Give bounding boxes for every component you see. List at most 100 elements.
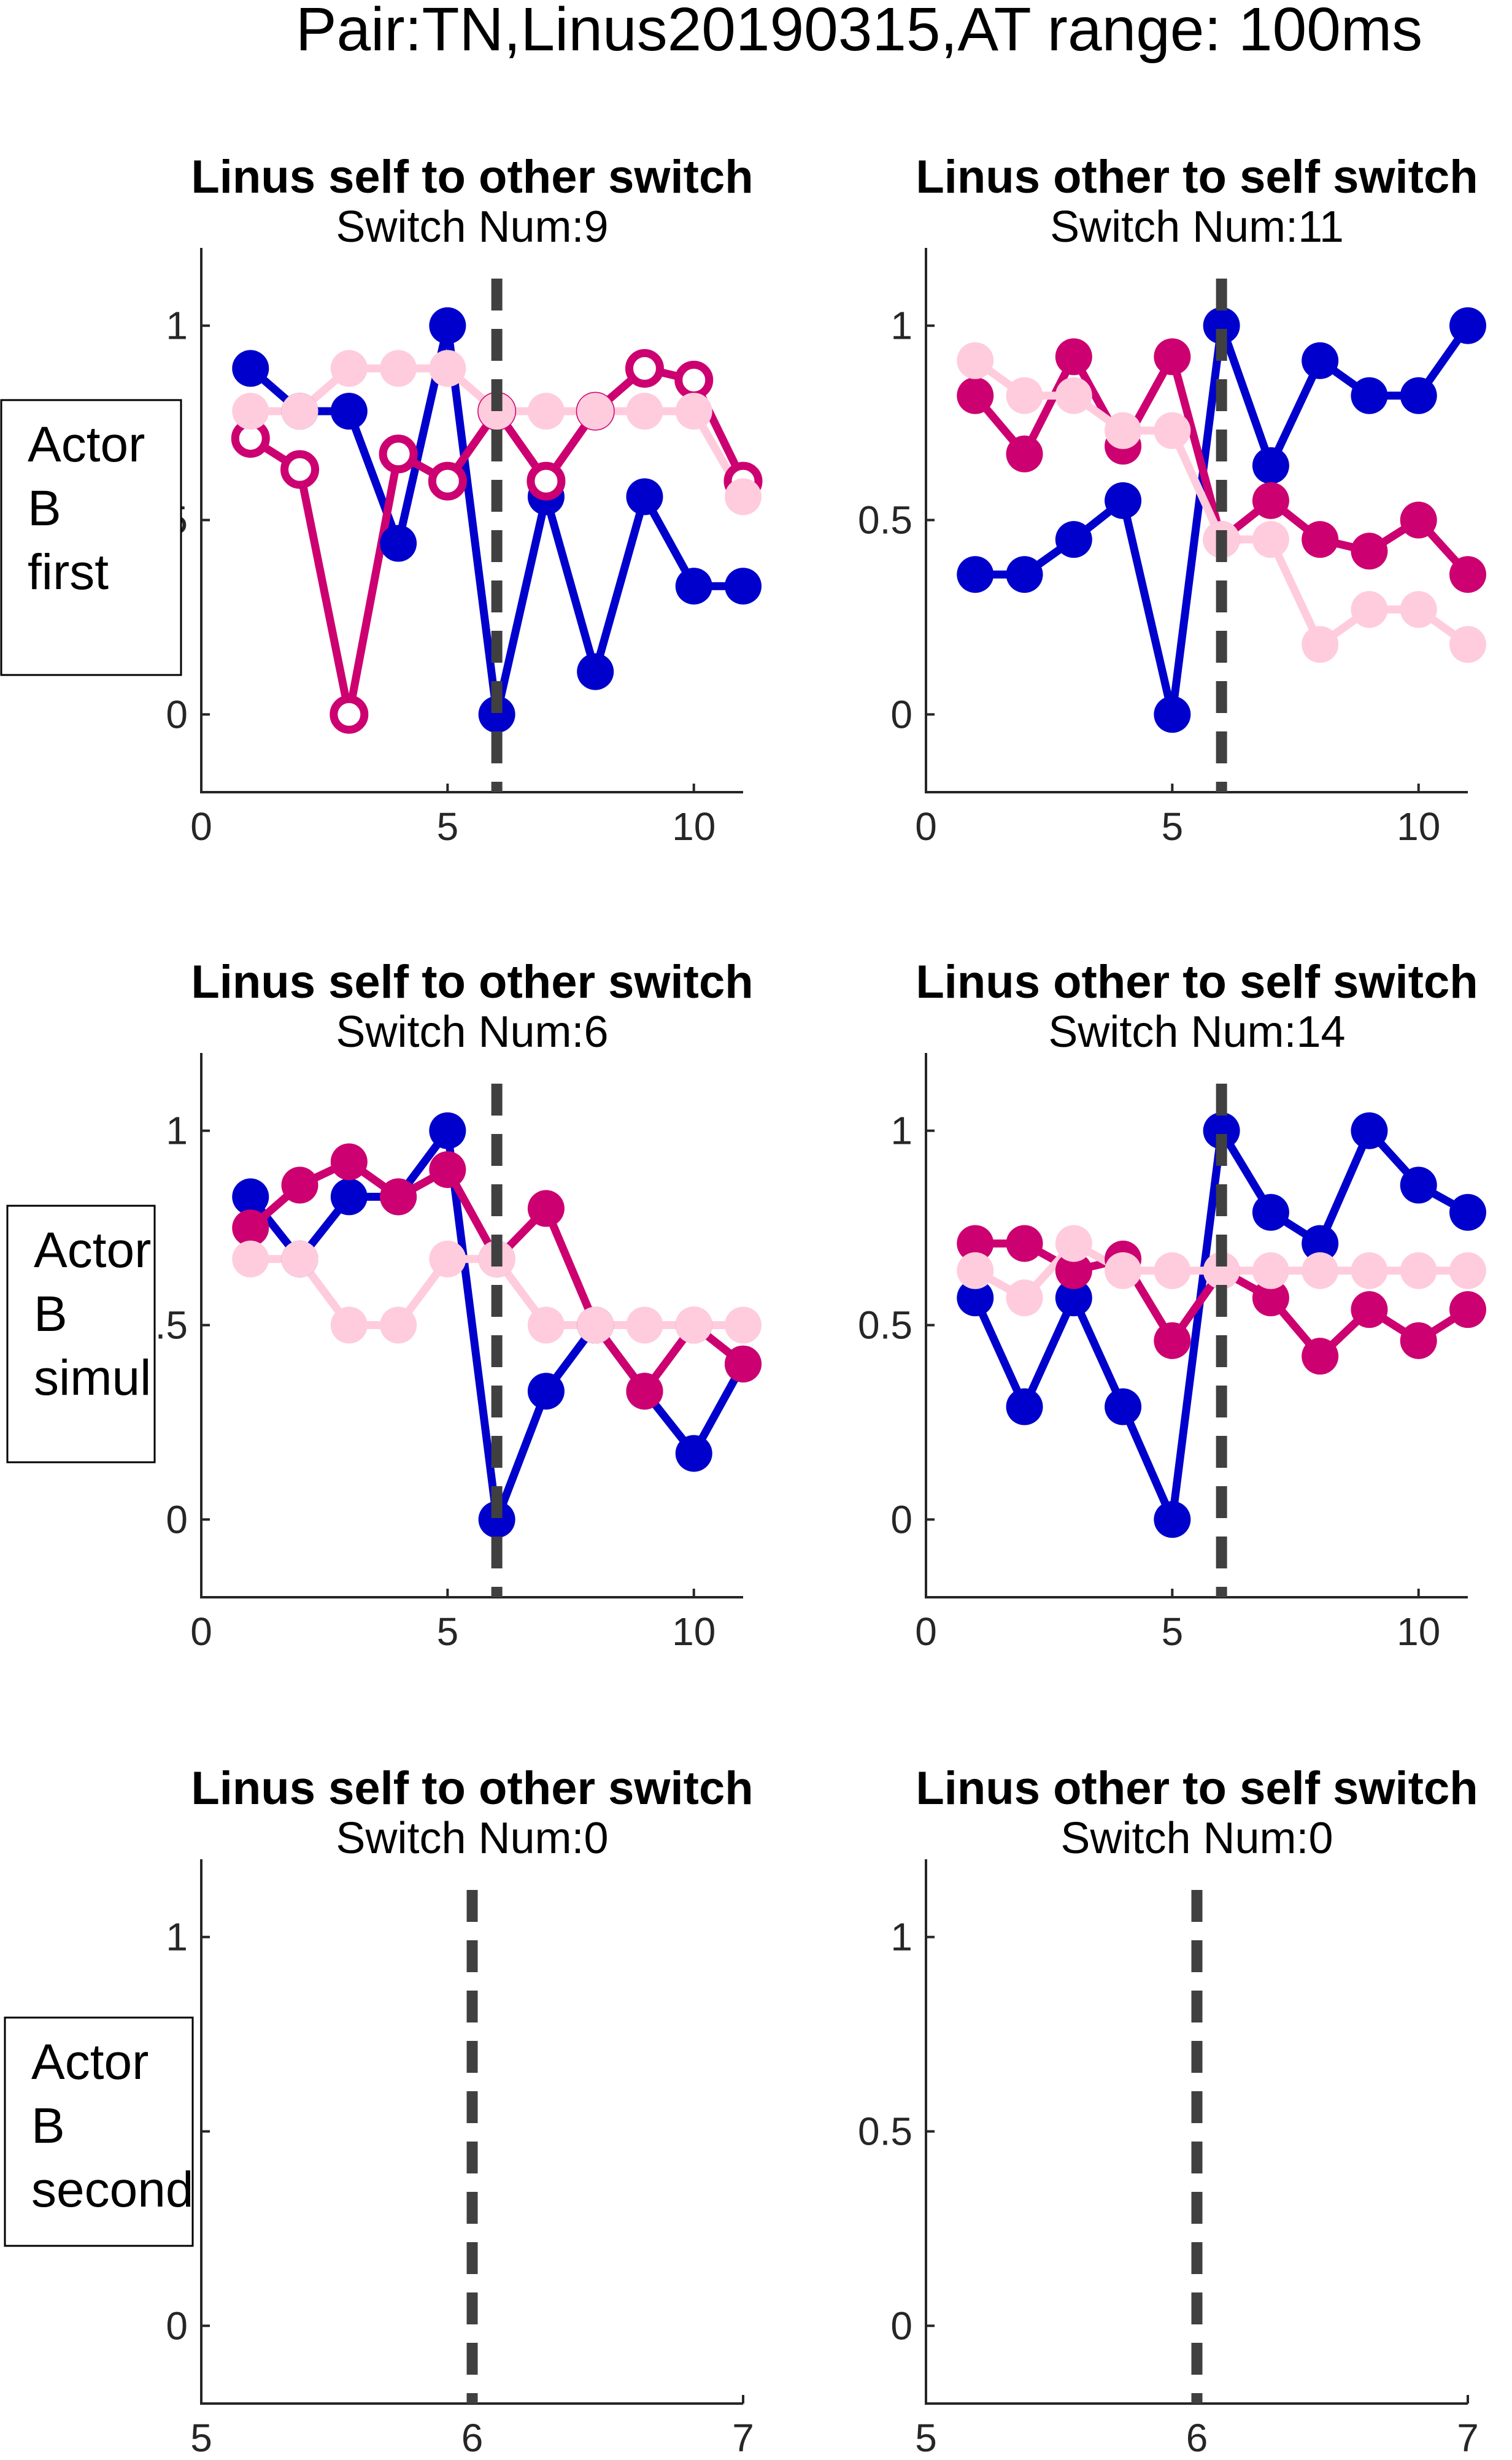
- data-point: [280, 450, 320, 489]
- data-point: [1055, 338, 1092, 376]
- y-tick-label: 0: [890, 692, 912, 736]
- data-point: [380, 525, 417, 562]
- data-point: [1400, 1322, 1437, 1359]
- data-point: [626, 478, 663, 515]
- x-tick-label: 5: [437, 1610, 459, 1654]
- y-tick-label: 1: [166, 1109, 188, 1153]
- data-point: [1449, 307, 1486, 344]
- data-point: [1006, 1279, 1043, 1317]
- data-point: [330, 695, 369, 734]
- data-point: [1055, 1279, 1092, 1317]
- x-tick-label: 6: [461, 2416, 484, 2460]
- x-tick-label: 6: [1186, 2416, 1208, 2460]
- data-point: [330, 1306, 368, 1344]
- data-point: [1449, 1252, 1486, 1289]
- data-point: [1203, 1252, 1240, 1289]
- panel-subtitle: Switch Num:14: [1048, 1008, 1345, 1057]
- data-point: [1302, 342, 1339, 379]
- data-point: [625, 349, 664, 388]
- x-tick-label: 5: [1162, 804, 1184, 849]
- data-point: [675, 1435, 712, 1472]
- row-label-box: [6, 1205, 156, 1463]
- y-tick-label: 1: [166, 1915, 188, 1959]
- data-point: [725, 568, 762, 605]
- data-point: [1006, 377, 1043, 414]
- data-point: [1400, 1252, 1437, 1289]
- data-point: [1252, 1193, 1289, 1231]
- data-point: [1449, 1193, 1486, 1231]
- data-point: [527, 1373, 565, 1410]
- data-point: [577, 653, 614, 690]
- data-point: [527, 1190, 565, 1227]
- data-point: [330, 393, 368, 430]
- data-point: [379, 434, 418, 474]
- data-point: [380, 1306, 417, 1344]
- data-point: [957, 1225, 994, 1262]
- data-point: [1351, 1291, 1388, 1328]
- x-tick-label: 5: [915, 2416, 937, 2460]
- panel-title: Linus self to other switch: [191, 1762, 753, 1814]
- data-point: [1400, 591, 1437, 628]
- data-point: [1154, 1501, 1191, 1538]
- data-point: [1400, 501, 1437, 539]
- panel-subtitle: Switch Num:11: [1050, 202, 1344, 252]
- data-point: [1302, 1338, 1339, 1375]
- data-point: [1252, 447, 1289, 484]
- data-point: [957, 556, 994, 593]
- data-point: [725, 478, 762, 515]
- panel-subtitle: Switch Num:0: [1060, 1814, 1333, 1863]
- y-tick-label: 0: [166, 692, 188, 736]
- data-point: [1400, 377, 1437, 414]
- row-label-line: B: [28, 480, 61, 536]
- data-point: [1351, 591, 1388, 628]
- x-tick-label: 5: [437, 804, 459, 849]
- panel-title: Linus self to other switch: [191, 151, 753, 203]
- panel-title: Linus other to self switch: [916, 956, 1478, 1008]
- data-point: [577, 393, 614, 430]
- data-point: [1105, 1388, 1142, 1425]
- data-point: [675, 568, 712, 605]
- data-point: [1302, 1252, 1339, 1289]
- x-tick-label: 5: [1162, 1610, 1184, 1654]
- y-tick-label: 0: [166, 1497, 188, 1541]
- data-point: [1400, 1166, 1437, 1204]
- y-tick-label: 0: [890, 1497, 912, 1541]
- x-tick-label: 10: [672, 804, 716, 849]
- data-point: [1351, 533, 1388, 570]
- data-point: [674, 360, 714, 399]
- row-label-line: B: [34, 1286, 68, 1342]
- data-point: [281, 393, 318, 430]
- row-label-box: [4, 2016, 194, 2247]
- data-point: [1105, 412, 1142, 449]
- data-point: [232, 393, 269, 430]
- row-label-line: B: [31, 2098, 65, 2154]
- data-point: [330, 350, 368, 387]
- data-point: [1351, 1112, 1388, 1149]
- data-point: [478, 696, 515, 733]
- x-tick-label: 0: [190, 804, 212, 849]
- data-point: [1055, 377, 1092, 414]
- y-tick-label: 1: [890, 1109, 912, 1153]
- data-point: [1252, 482, 1289, 519]
- panel-title: Linus other to self switch: [916, 151, 1478, 203]
- data-point: [1449, 556, 1486, 593]
- data-point: [380, 1178, 417, 1216]
- data-point: [478, 393, 515, 430]
- x-tick-label: 10: [1397, 804, 1440, 849]
- figure-suptitle: Pair:TN,Linus20190315,AT range: 100ms: [296, 0, 1422, 64]
- data-point: [1055, 1225, 1092, 1262]
- data-point: [957, 342, 994, 379]
- x-tick-label: 0: [190, 1610, 212, 1654]
- data-point: [1449, 1291, 1486, 1328]
- x-tick-label: 0: [915, 804, 937, 849]
- data-point: [1203, 1112, 1240, 1149]
- data-point: [1055, 1252, 1092, 1289]
- panel-title: Linus self to other switch: [191, 956, 753, 1008]
- x-tick-label: 5: [190, 2416, 212, 2460]
- data-point: [1154, 338, 1191, 376]
